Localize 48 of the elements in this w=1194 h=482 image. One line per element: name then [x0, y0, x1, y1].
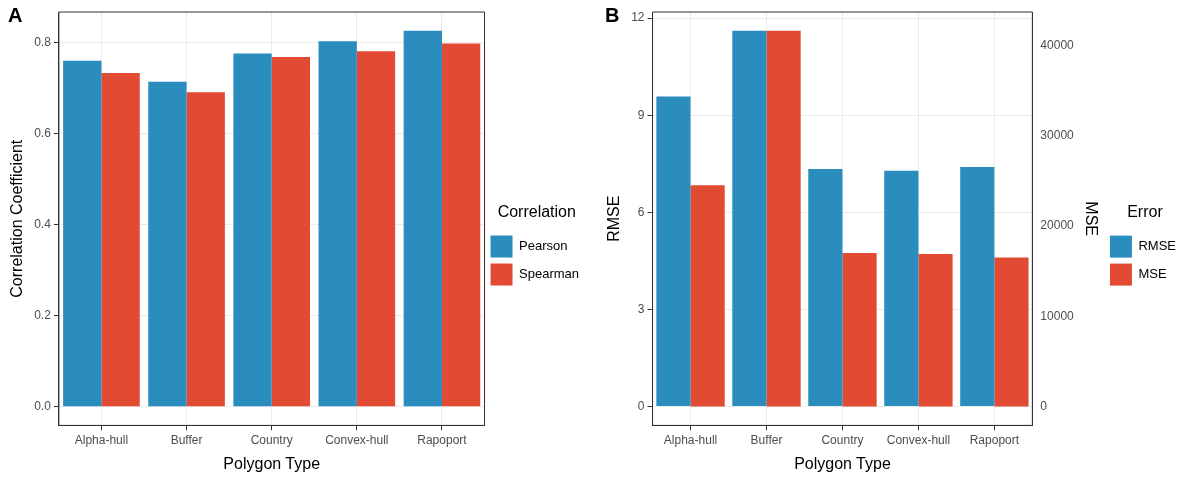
bar — [441, 43, 481, 407]
bar — [403, 30, 442, 407]
bar — [318, 41, 357, 407]
legend-label: Pearson — [519, 238, 568, 254]
legend-label: RMSE — [1138, 238, 1177, 254]
x-tick-label: Convex-hull — [325, 432, 389, 447]
y2-tick-label: 0 — [1040, 398, 1048, 413]
bar — [101, 73, 140, 407]
y-tick-label: 6 — [637, 204, 645, 219]
y-axis-title: Correlation Coefficient — [8, 139, 26, 298]
bar — [63, 60, 102, 407]
text: B — [605, 3, 620, 26]
y-tick-label: 0.6 — [34, 125, 52, 140]
x-tick-label: Rapoport — [417, 432, 468, 447]
bar — [356, 51, 396, 407]
y2-tick-label: 10000 — [1040, 308, 1075, 323]
x-tick-label: Alpha-hull — [663, 432, 718, 447]
y2-tick-label: 40000 — [1040, 37, 1075, 52]
y-tick-label: 0.2 — [34, 307, 52, 322]
y-tick-label: 9 — [637, 107, 645, 122]
legend-label: Spearman — [519, 266, 580, 282]
x-tick-label: Rapoport — [969, 432, 1020, 447]
text: A — [8, 3, 23, 26]
x-axis-title: Polygon Type — [223, 454, 321, 472]
y-tick-label: 3 — [637, 301, 645, 316]
x-tick-label: Country — [821, 432, 864, 447]
y2-axis-title: MSE — [1082, 201, 1100, 237]
bar — [271, 57, 311, 407]
y2-tick-label: 20000 — [1040, 218, 1075, 233]
legend-title: Correlation — [497, 202, 576, 220]
x-axis-title: Polygon Type — [794, 454, 891, 472]
y-tick-label: 12 — [631, 10, 645, 25]
legend-title: Error — [1127, 202, 1164, 220]
y-tick-label: 0.0 — [34, 399, 52, 414]
bar — [233, 53, 272, 407]
x-tick-label: Buffer — [750, 432, 783, 447]
bar — [148, 81, 187, 407]
x-tick-label: Country — [250, 432, 293, 447]
y-axis-title: RMSE — [605, 195, 623, 242]
x-tick-label: Buffer — [170, 432, 203, 447]
bar — [186, 92, 225, 407]
legend-label: MSE — [1138, 266, 1167, 282]
x-tick-label: Alpha-hull — [74, 432, 129, 447]
y2-tick-label: 30000 — [1040, 127, 1075, 142]
y-tick-label: 0.4 — [34, 216, 52, 231]
x-tick-label: Convex-hull — [886, 432, 951, 447]
y-tick-label: 0 — [637, 398, 645, 413]
y-tick-label: 0.8 — [34, 34, 52, 49]
